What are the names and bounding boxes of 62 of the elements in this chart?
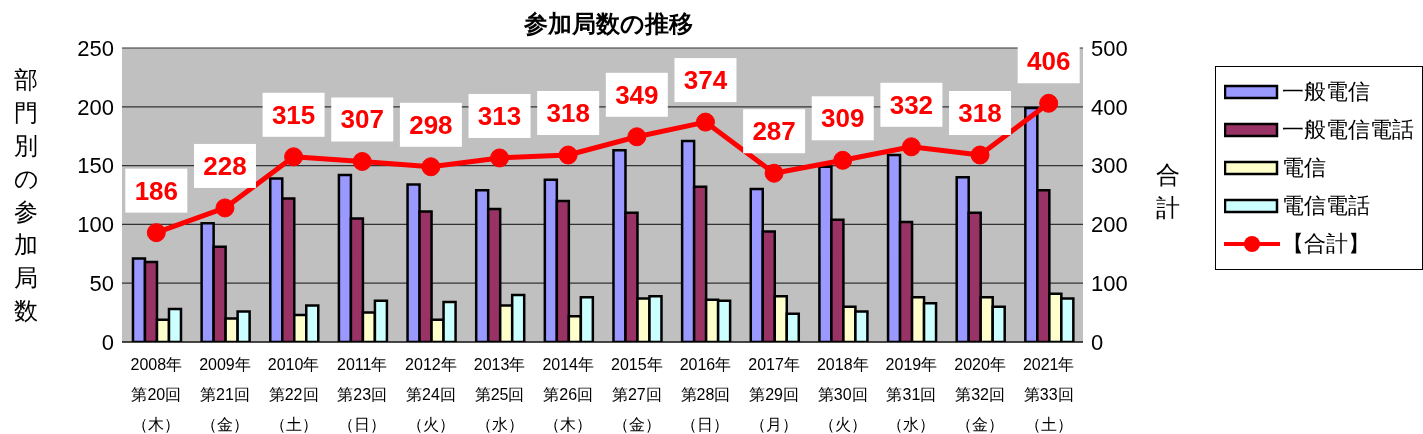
legend-label: 電信電話 <box>1282 192 1370 220</box>
y-tick-label: 250 <box>77 35 114 61</box>
data-label: 309 <box>821 103 865 134</box>
data-label: 287 <box>752 116 796 147</box>
legend-label: 【合計】 <box>1282 230 1370 258</box>
point <box>215 198 235 218</box>
y2-tick-label: 500 <box>1091 35 1128 61</box>
x-tick-label: 2017年第29回（月） <box>748 356 800 433</box>
data-label: 307 <box>340 104 384 135</box>
point <box>970 145 990 165</box>
data-label: 186 <box>134 175 179 206</box>
point <box>352 151 372 171</box>
data-label: 228 <box>203 150 247 181</box>
y-axis-title: 部門別の参加局数 <box>14 65 39 326</box>
y2-tick-label: 100 <box>1091 271 1128 297</box>
y-tick-label: 100 <box>77 212 114 238</box>
x-tick-label: 2020年第32回（金） <box>954 356 1006 433</box>
x-tick-label: 2012年第24回（火） <box>405 356 457 433</box>
point <box>1039 93 1059 113</box>
point <box>284 147 304 167</box>
y2-tick-label: 0 <box>1091 329 1104 355</box>
x-tick-label: 2010年第22回（土） <box>267 356 320 433</box>
point <box>901 137 921 157</box>
x-tick-label: 2021年第33回（土） <box>1022 356 1075 433</box>
y2-tick-label: 200 <box>1091 212 1128 238</box>
x-tick-label: 2008年第20回（木） <box>130 356 183 433</box>
point <box>764 163 784 183</box>
x-tick-label: 2014年第26回（木） <box>542 356 594 433</box>
chart-title: 参加局数の推移 <box>522 9 694 39</box>
y-tick-label: 200 <box>77 94 114 120</box>
legend-label: 一般電信 <box>1282 78 1370 106</box>
data-label: 318 <box>958 98 1002 129</box>
point <box>146 223 166 243</box>
data-label: 332 <box>889 89 934 120</box>
legend-label: 一般電信電話 <box>1282 116 1414 144</box>
x-tick-label: 2016年第28回（日） <box>679 356 732 433</box>
data-label: 349 <box>615 79 659 110</box>
point <box>627 127 647 147</box>
data-label: 315 <box>271 99 316 130</box>
point <box>421 157 441 177</box>
x-tick-label: 2013年第25回（水） <box>473 356 526 433</box>
x-tick-label: 2009年第21回（金） <box>199 356 251 433</box>
data-label: 313 <box>477 100 522 131</box>
point <box>558 145 578 165</box>
data-label: 298 <box>409 109 453 140</box>
y2-tick-label: 400 <box>1091 94 1128 120</box>
data-label: 406 <box>1026 46 1071 77</box>
y2-tick-label: 300 <box>1091 153 1128 179</box>
x-tick-label: 2019年第31回（水） <box>885 356 938 433</box>
x-tick-label: 2018年第30回（火） <box>816 356 869 433</box>
y-tick-label: 50 <box>89 271 114 297</box>
point <box>833 150 853 170</box>
y-tick-label: 150 <box>77 153 114 179</box>
y2-axis-title: 合計 <box>1156 160 1180 223</box>
point <box>695 112 715 132</box>
x-tick-label: 2015年第27回（金） <box>611 356 663 433</box>
data-label: 318 <box>546 98 590 129</box>
x-tick-label: 2011年第23回（日） <box>337 356 388 433</box>
point <box>490 148 510 168</box>
legend-label: 電信 <box>1282 154 1326 182</box>
y-tick-label: 0 <box>101 329 114 355</box>
data-label: 374 <box>683 65 728 96</box>
